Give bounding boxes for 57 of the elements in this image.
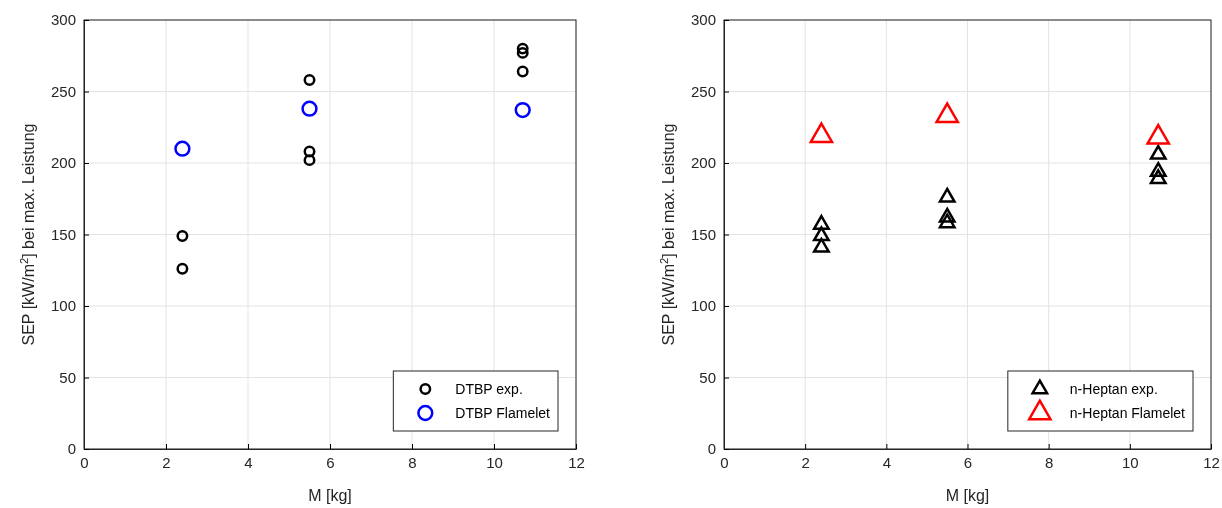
x-tick-label: 10 [1121,453,1139,471]
point [1149,144,1167,160]
x-tick-label: 10 [486,453,503,471]
point [514,101,531,119]
point [303,154,316,167]
x-tick-label: 12 [568,453,585,471]
legend-label: DTBP Flamelet [455,405,551,421]
point [809,122,834,144]
x-axis-title: M [kg] [945,487,990,504]
point [516,46,529,59]
y-tick-label: 250 [50,82,76,100]
y-tick-label: 200 [690,154,716,172]
legend-label: n-Heptan exp. [1069,381,1158,397]
y-tick-label: 250 [690,82,716,100]
y-tick-label: 0 [707,440,716,458]
point [812,214,830,230]
point [303,74,316,87]
y-tick-label: 150 [690,225,716,243]
legend-label: n-Heptan Flamelet [1069,405,1186,421]
x-tick-label: 0 [720,453,729,471]
point [1149,169,1167,185]
x-tick-label: 8 [1044,453,1054,471]
point [174,140,191,157]
point [176,229,189,242]
point [938,213,956,229]
x-tick-label: 2 [162,453,171,471]
y-tick-label: 50 [59,368,76,386]
point [938,187,956,203]
x-tick-label: 12 [1203,453,1220,471]
y-tick-label: 300 [690,11,716,29]
x-tick-label: 0 [80,453,89,471]
y-tick-label: 50 [699,368,716,386]
x-axis-title: M [kg] [308,487,352,504]
point [176,262,189,275]
legend-label: DTBP exp. [455,381,523,397]
point [938,207,956,223]
x-tick-label: 8 [408,453,417,471]
x-tick-label: 4 [244,453,253,471]
x-tick-label: 2 [801,453,810,471]
y-tick-label: 150 [50,225,76,243]
point [812,226,830,242]
point [516,65,529,78]
point [935,102,960,124]
y-tick-label: 0 [67,440,76,458]
y-tick-label: 200 [50,154,76,172]
x-tick-label: 4 [882,453,892,471]
point [303,145,316,158]
y-tick-label: 300 [50,11,76,29]
point [301,100,318,117]
x-tick-label: 6 [963,453,973,471]
point [812,237,830,253]
point [1146,123,1171,145]
x-tick-label: 6 [326,453,335,471]
y-tick-label: 100 [690,297,716,315]
y-tick-label: 100 [50,297,76,315]
point [1149,161,1167,178]
point [516,42,529,55]
